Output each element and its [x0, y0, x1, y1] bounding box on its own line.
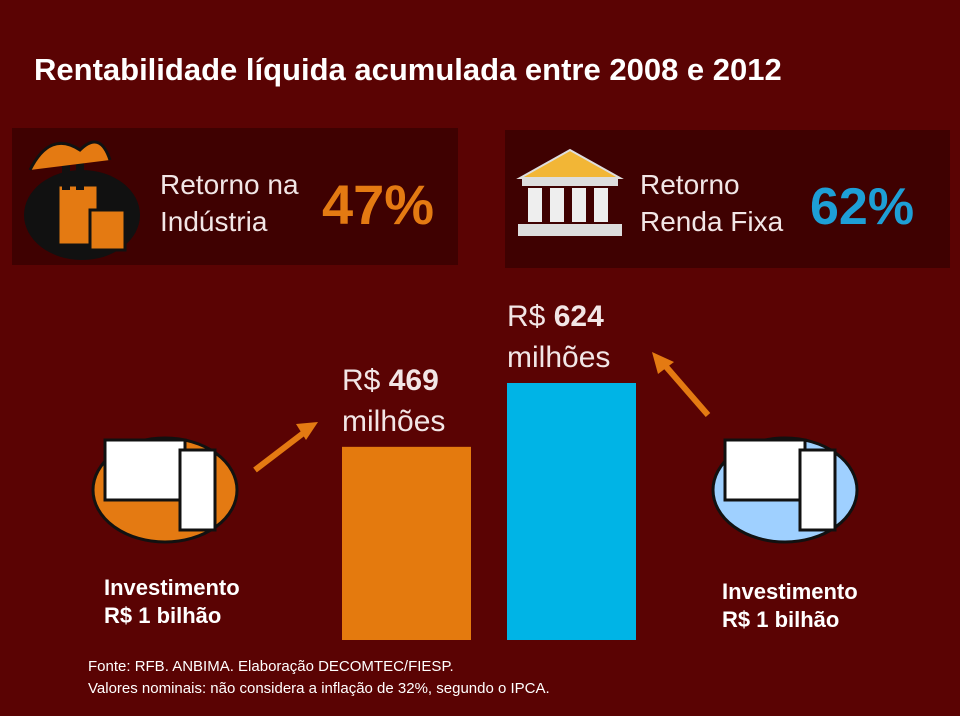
- bar: [507, 383, 636, 640]
- money-icon: [711, 436, 859, 544]
- bar-prefix: R$: [507, 300, 546, 333]
- bank-icon: [516, 148, 624, 236]
- investment-label: Investimento: [722, 579, 858, 604]
- bar: [342, 446, 471, 640]
- bar-label: R$ 624: [507, 300, 604, 333]
- bar-value: 469: [389, 364, 439, 397]
- panel-label: Retorno: [640, 169, 740, 200]
- bar-unit: milhões: [342, 405, 445, 438]
- title: Rentabilidade líquida acumulada entre 20…: [34, 52, 782, 87]
- panel-percent: 47%: [322, 173, 434, 236]
- panel-label: Renda Fixa: [640, 206, 784, 237]
- investment-label: R$ 1 bilhão: [104, 603, 221, 628]
- source-note: Fonte: RFB. ANBIMA. Elaboração DECOMTEC/…: [88, 658, 454, 675]
- bar-prefix: R$: [342, 364, 381, 397]
- panel-label: Indústria: [160, 206, 268, 237]
- investment-label: Investimento: [104, 575, 240, 600]
- bar-value: 624: [554, 300, 604, 333]
- investment-label: R$ 1 bilhão: [722, 607, 839, 632]
- bar-unit: milhões: [507, 341, 610, 374]
- panel-percent: 62%: [810, 178, 914, 236]
- factory-icon: [24, 140, 140, 260]
- arrow: [253, 352, 711, 473]
- bar-label: R$ 469: [342, 364, 439, 397]
- money-icon: [91, 436, 239, 544]
- panel-label: Retorno na: [160, 169, 299, 200]
- source-note: Valores nominais: não considera a inflaç…: [88, 680, 550, 697]
